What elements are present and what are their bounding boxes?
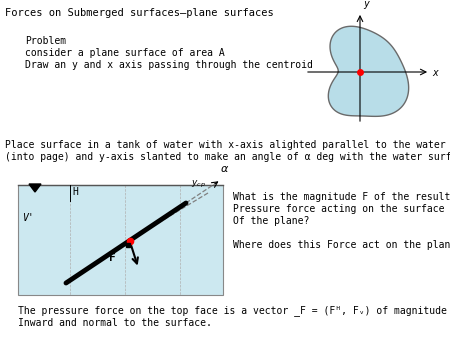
Text: $y_{cp}$: $y_{cp}$ — [191, 179, 206, 190]
Text: Draw an y and x axis passing through the centroid: Draw an y and x axis passing through the… — [25, 60, 313, 70]
Polygon shape — [328, 26, 409, 116]
Text: Place surface in a tank of water with x-axis alighted parallel to the water surf: Place surface in a tank of water with x-… — [5, 140, 450, 150]
Text: The pressure force on the top face is a vector ̲F = (Fᴴ, Fᵥ) of magnitude F and : The pressure force on the top face is a … — [18, 305, 450, 316]
Text: Pressure force acting on the surface: Pressure force acting on the surface — [233, 204, 445, 214]
Text: Where does this Force act on the plane ?: Where does this Force act on the plane ? — [233, 240, 450, 250]
Text: (into page) and y-axis slanted to make an angle of α deg with the water surface: (into page) and y-axis slanted to make a… — [5, 152, 450, 162]
Text: $\alpha$: $\alpha$ — [220, 164, 229, 174]
Bar — [18, 185, 223, 295]
Text: F: F — [109, 253, 116, 263]
Text: H: H — [72, 187, 78, 197]
Text: V': V' — [22, 213, 34, 223]
Text: What is the magnitude F of the resulting: What is the magnitude F of the resulting — [233, 192, 450, 202]
Text: Of the plane?: Of the plane? — [233, 216, 310, 226]
Text: y: y — [363, 0, 369, 9]
Text: Problem: Problem — [25, 36, 66, 46]
Text: consider a plane surface of area A: consider a plane surface of area A — [25, 48, 225, 58]
Polygon shape — [29, 184, 41, 192]
Text: Inward and normal to the surface.: Inward and normal to the surface. — [18, 318, 212, 328]
Text: x: x — [432, 68, 438, 78]
Text: Forces on Submerged surfaces—plane surfaces: Forces on Submerged surfaces—plane surfa… — [5, 8, 274, 18]
